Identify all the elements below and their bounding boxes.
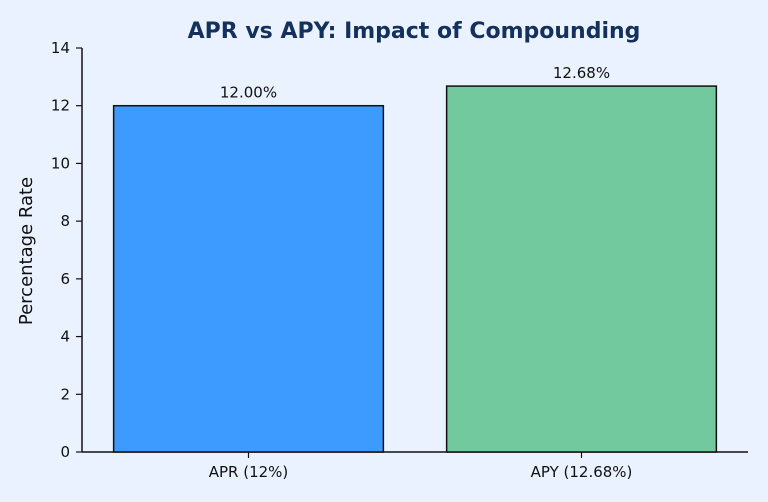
y-tick-label: 12: [51, 97, 70, 115]
y-tick-label: 6: [60, 270, 70, 288]
x-tick-label: APR (12%): [209, 463, 289, 481]
y-tick-label: 4: [60, 328, 70, 346]
x-tick-label: APY (12.68%): [531, 463, 633, 481]
y-tick-label: 10: [51, 154, 70, 172]
bar-value-label: 12.00%: [220, 84, 277, 102]
bar: [445, 85, 718, 453]
axes: 0 2 4 6 8 10 12 14 APR (12%) APY (12.68%): [51, 39, 748, 481]
data-labels: 12.00% 12.68%: [220, 64, 610, 102]
bar: [112, 104, 385, 453]
y-axis-label: Percentage Rate: [16, 177, 37, 325]
y-tick-label: 2: [60, 385, 70, 403]
y-tick-label: 0: [60, 443, 70, 461]
y-tick-label: 14: [51, 39, 70, 57]
bar-value-label: 12.68%: [553, 64, 610, 82]
y-tick-label: 8: [60, 212, 70, 230]
bars: [112, 85, 718, 453]
chart-title: APR vs APY: Impact of Compounding: [188, 19, 641, 44]
